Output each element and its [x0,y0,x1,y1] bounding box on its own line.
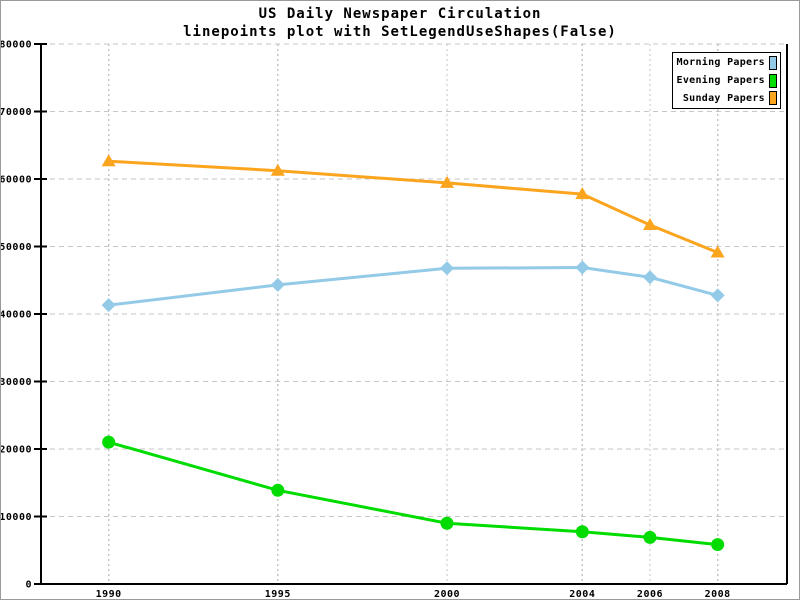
legend-label: Morning Papers [676,57,765,69]
series-line-evening-papers [108,440,718,547]
legend-item-morning-papers: Morning Papers [673,54,780,72]
x-tick-label: 2006 [637,589,663,600]
legend-swatch [769,73,777,88]
marker-triangle-sunday-papers [575,187,590,200]
marker-diamond-morning-papers [710,288,725,303]
marker-circle-evening-papers [440,516,454,530]
x-tick-label: 2008 [705,589,731,600]
legend-swatch [769,91,777,106]
marker-circle-evening-papers [711,538,725,552]
y-tick-label: 40000 [1,310,32,321]
marker-diamond-morning-papers [575,260,590,275]
y-tick-label: 30000 [1,377,32,388]
x-tick-label: 2000 [434,589,460,600]
legend-item-sunday-papers: Sunday Papers [673,89,780,107]
y-tick-label: 20000 [1,445,32,456]
y-tick-label: 80000 [1,40,32,51]
legend-item-evening-papers: Evening Papers [673,72,780,90]
x-tick-label: 1995 [265,589,291,600]
chart-title: US Daily Newspaper Circulation [258,6,542,22]
marker-diamond-morning-papers [642,270,657,285]
y-tick-label: 60000 [1,175,32,186]
marker-circle-evening-papers [102,435,116,449]
x-tick-label: 1990 [96,589,122,600]
series-line-sunday-papers [108,159,719,254]
marker-diamond-morning-papers [270,277,285,292]
marker-diamond-morning-papers [439,261,454,276]
legend-box: Morning Papers Evening Papers Sunday Paper… [672,52,781,109]
y-tick-label: 0 [25,580,32,591]
series-line-morning-papers [108,266,719,307]
marker-circle-evening-papers [643,530,657,544]
marker-triangle-sunday-papers [710,245,725,258]
marker-circle-evening-papers [271,483,285,497]
marker-diamond-morning-papers [101,298,116,313]
chart-subtitle: linepoints plot with SetLegendUseShapes(… [183,24,617,40]
y-tick-label: 70000 [1,107,32,118]
legend-label: Sunday Papers [682,92,765,104]
y-tick-label: 10000 [1,512,32,523]
y-tick-label: 50000 [1,242,32,253]
x-tick-label: 2004 [569,589,595,600]
marker-triangle-sunday-papers [439,175,454,188]
marker-triangle-sunday-papers [270,163,285,176]
marker-circle-evening-papers [575,525,589,539]
legend-label: Evening Papers [676,75,765,86]
legend-swatch [769,55,777,70]
marker-triangle-sunday-papers [101,154,116,167]
marker-triangle-sunday-papers [642,218,657,231]
